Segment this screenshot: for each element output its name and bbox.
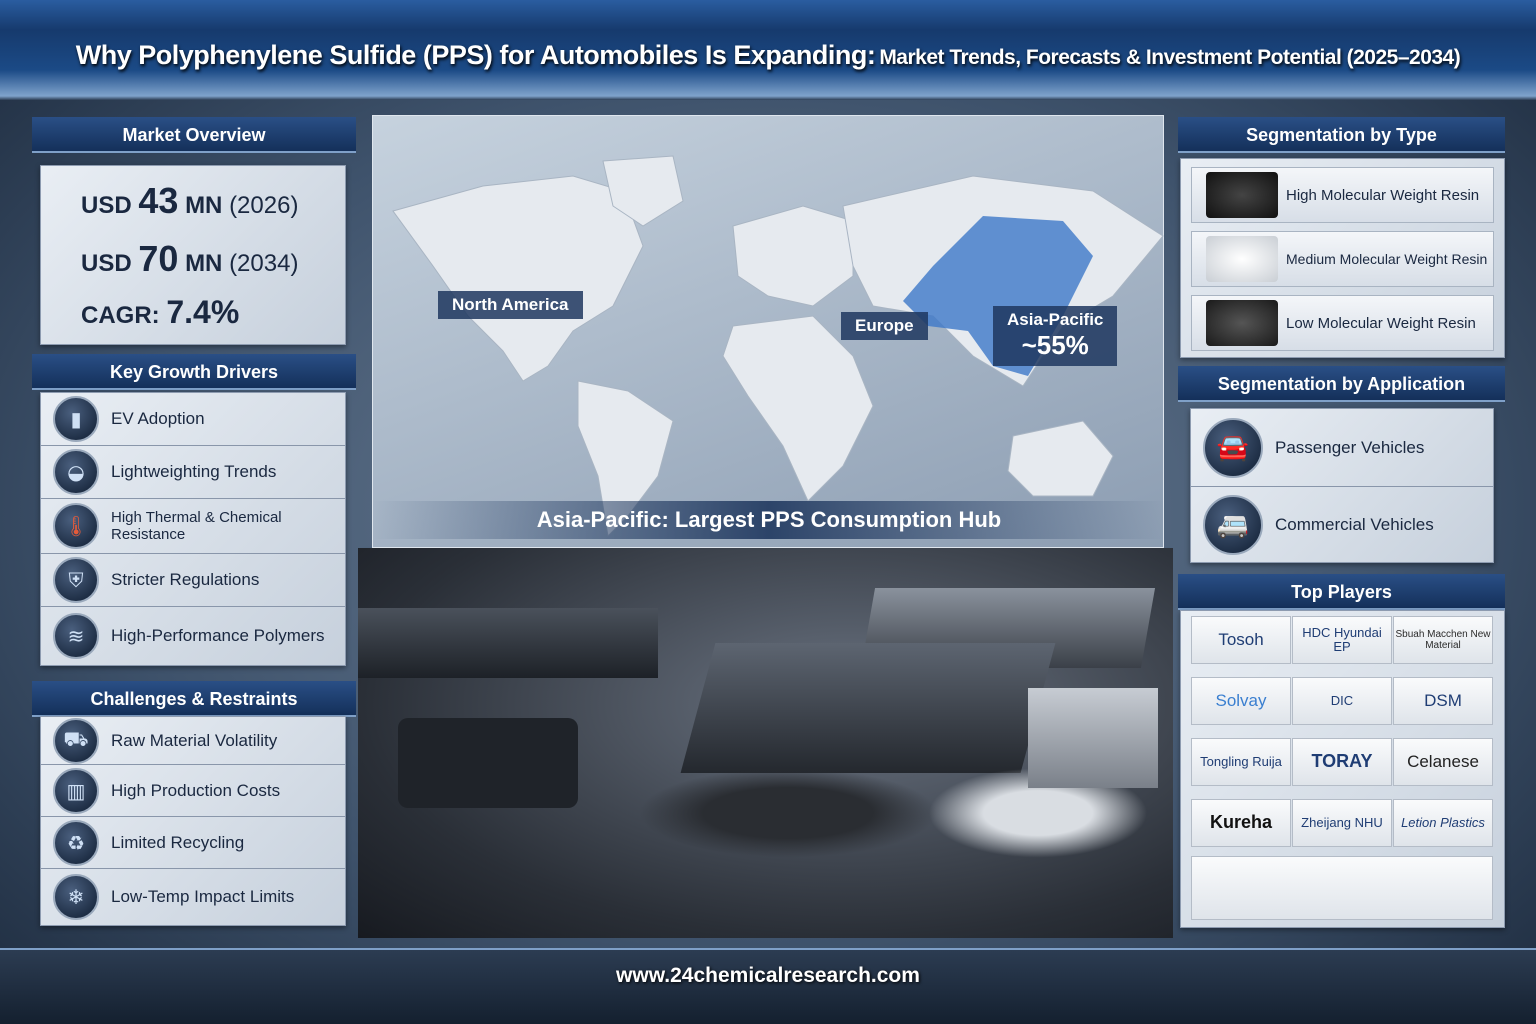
black-resin-icon [1206, 172, 1278, 218]
van-icon: 🚐 [1203, 495, 1263, 555]
driver-item: ▮ EV Adoption [41, 393, 345, 446]
truck-icon: ⛟ [53, 717, 99, 764]
growth-drivers-header: Key Growth Drivers [32, 354, 356, 390]
player-logo: Tongling Ruija [1191, 738, 1291, 786]
growth-drivers-panel: ▮ EV Adoption ◒ Lightweighting Trends 🌡 Hig… [40, 392, 346, 666]
component-rack [358, 608, 658, 678]
africa-shape [722, 315, 874, 502]
challenge-item: ❄ Low-Temp Impact Limits [41, 869, 345, 925]
driver-item: ◒ Lightweighting Trends [41, 446, 345, 499]
player-logo: Letion Plastics [1393, 799, 1493, 847]
empty-logo-slot [1191, 856, 1493, 920]
greenland-shape [602, 155, 684, 227]
north-america-shape [392, 175, 644, 382]
application-item: 🚘 Passenger Vehicles [1191, 409, 1493, 487]
world-map-graphic [392, 155, 1164, 538]
footer-band [0, 948, 1536, 1024]
market-value-2026: USD 43 MN (2026) [81, 180, 299, 221]
type-item: Medium Molecular Weight Resin [1191, 231, 1494, 287]
market-overview-header: Market Overview [32, 117, 356, 153]
control-unit [1028, 688, 1158, 788]
driver-item: 🌡 High Thermal & Chemical Resistance [41, 499, 345, 554]
application-item: 🚐 Commercial Vehicles [1191, 487, 1493, 563]
connector-part [398, 718, 578, 808]
map-caption: Asia-Pacific: Largest PPS Consumption Hu… [373, 501, 1165, 539]
player-logo: Zheijang NHU [1292, 799, 1392, 847]
player-logo: Tosoh [1191, 616, 1291, 664]
challenge-item: ⛟ Raw Material Volatility [41, 717, 345, 765]
label-north-america: North America [438, 291, 583, 319]
shield-icon: ⛨ [53, 557, 99, 603]
player-logo: DSM [1393, 677, 1493, 725]
seg-type-panel: High Molecular Weight Resin Medium Molec… [1180, 158, 1505, 358]
page-title: Why Polyphenylene Sulfide (PPS) for Auto… [75, 40, 1461, 70]
challenges-header: Challenges & Restraints [32, 681, 356, 717]
seg-app-panel: 🚘 Passenger Vehicles 🚐 Commercial Vehicles [1190, 408, 1494, 563]
thermometer-icon: 🌡 [53, 503, 99, 549]
market-overview-panel: USD 43 MN (2026) USD 70 MN (2034) CAGR: … [40, 165, 346, 345]
battery-module [680, 643, 1056, 773]
driver-item: ⛨ Stricter Regulations [41, 554, 345, 607]
cold-impact-icon: ❄ [53, 874, 99, 920]
seg-type-header: Segmentation by Type [1178, 117, 1505, 153]
white-resin-icon [1206, 236, 1278, 282]
player-logo: Kureha [1191, 799, 1291, 847]
ev-battery-icon: ▮ [53, 396, 99, 442]
label-asia-pacific: Asia-Pacific ~55% [993, 306, 1118, 366]
cagr-value: CAGR: 7.4% [81, 294, 240, 330]
challenge-item: ♻ Limited Recycling [41, 817, 345, 869]
player-logo: DIC [1292, 677, 1392, 725]
seg-app-header: Segmentation by Application [1178, 366, 1505, 402]
player-logo: TORAY [1292, 738, 1392, 786]
dark-resin-icon [1206, 300, 1278, 346]
world-map: North America Europe Asia-Pacific ~55% As… [372, 115, 1165, 548]
type-item: Low Molecular Weight Resin [1191, 295, 1494, 351]
market-value-2034: USD 70 MN (2034) [81, 238, 299, 279]
challenges-panel: ⛟ Raw Material Volatility ▥ High Productio… [40, 716, 346, 926]
automotive-parts-image [358, 548, 1173, 938]
black-pellets [638, 768, 938, 858]
challenge-item: ▥ High Production Costs [41, 765, 345, 817]
europe-shape [732, 205, 854, 307]
player-logo: Solvay [1191, 677, 1291, 725]
player-logo: Sbuah Macchen New Material [1393, 616, 1493, 664]
player-logo: HDC Hyundai EP [1292, 616, 1392, 664]
passenger-car-icon: 🚘 [1203, 417, 1263, 478]
australia-shape [1007, 420, 1114, 497]
layers-icon: ≋ [53, 613, 99, 659]
recycle-icon: ♻ [53, 819, 99, 866]
label-europe: Europe [841, 312, 928, 340]
factory-icon: ▥ [53, 767, 99, 814]
car-dashboard-icon: ◒ [53, 449, 99, 495]
top-players-panel: Tosoh HDC Hyundai EP Sbuah Macchen New Mat… [1180, 610, 1505, 928]
website-url[interactable]: www.24chemicalresearch.com [616, 964, 920, 987]
player-logo: Celanese [1393, 738, 1493, 786]
header-band [0, 0, 1536, 100]
top-players-header: Top Players [1178, 574, 1505, 610]
type-item: High Molecular Weight Resin [1191, 167, 1494, 223]
driver-item: ≋ High-Performance Polymers [41, 607, 345, 665]
